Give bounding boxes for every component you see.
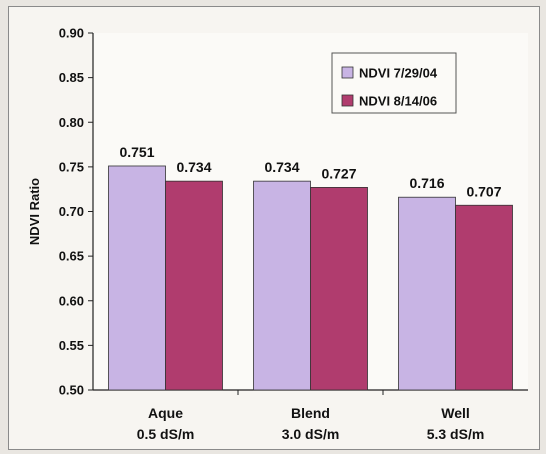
bar-series2 xyxy=(455,204,513,391)
y-tick-label: 0.50 xyxy=(59,383,84,398)
data-label: 0.716 xyxy=(409,175,444,191)
chart-frame: 0.50 0.55 0.60 0.65 0.70 0.75 0.80 0.85 0.90 NDVI… xyxy=(8,6,540,450)
category-sublabel: 5.3 dS/m xyxy=(427,426,485,442)
bar-series2 xyxy=(165,180,223,391)
data-label: 0.734 xyxy=(264,159,299,175)
y-axis-label: NDVI Ratio xyxy=(27,178,42,245)
y-tick-label: 0.85 xyxy=(59,70,84,85)
y-tick-label: 0.80 xyxy=(59,115,84,130)
y-tick-label: 0.65 xyxy=(59,249,84,264)
y-tick-label: 0.90 xyxy=(59,26,84,41)
category-sublabel: 3.0 dS/m xyxy=(282,426,340,442)
bar-series1 xyxy=(253,180,311,391)
data-label: 0.727 xyxy=(321,165,356,181)
bar-series1 xyxy=(108,165,166,391)
y-tick-label: 0.60 xyxy=(59,293,84,308)
category-sublabel: 0.5 dS/m xyxy=(137,426,195,442)
category-label: Aque xyxy=(148,405,183,421)
y-tick-label: 0.75 xyxy=(59,159,84,174)
legend-swatch xyxy=(341,94,354,107)
data-label: 0.734 xyxy=(176,159,211,175)
category-label: Blend xyxy=(291,405,330,421)
legend-label: NDVI 8/14/06 xyxy=(359,94,437,109)
data-label: 0.707 xyxy=(466,183,501,199)
legend-label: NDVI 7/29/04 xyxy=(359,66,438,81)
bar-chart: 0.50 0.55 0.60 0.65 0.70 0.75 0.80 0.85 0.90 NDVI… xyxy=(27,26,528,442)
category-label: Well xyxy=(441,405,470,421)
bar-series2 xyxy=(310,187,368,391)
legend-swatch xyxy=(341,66,354,79)
y-tick-label: 0.70 xyxy=(59,204,84,219)
bar-series1 xyxy=(398,196,456,391)
data-label: 0.751 xyxy=(119,144,154,160)
y-tick-label: 0.55 xyxy=(59,338,84,353)
